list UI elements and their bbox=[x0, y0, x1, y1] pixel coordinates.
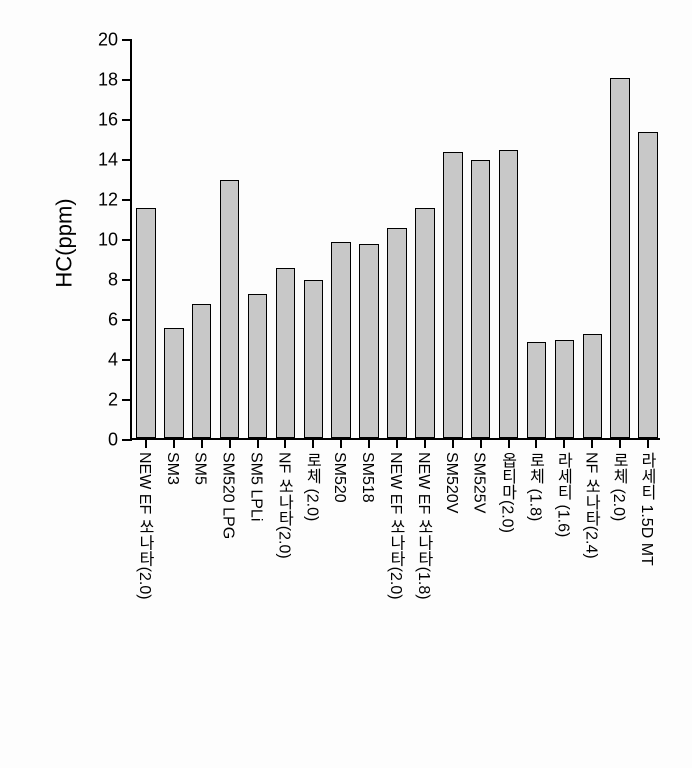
bar bbox=[276, 268, 296, 438]
y-axis-label: HC(ppm) bbox=[52, 198, 78, 287]
x-tick-label: 라세티 1.5D MT bbox=[634, 452, 658, 566]
x-tick-label: 로체 (2.0) bbox=[606, 452, 630, 521]
bar bbox=[248, 294, 268, 438]
x-tick-label: NF 쏘나타(2.4) bbox=[578, 452, 602, 559]
x-tick bbox=[452, 438, 454, 448]
y-tick-label: 6 bbox=[108, 310, 118, 331]
x-tick bbox=[312, 438, 314, 448]
x-tick bbox=[173, 438, 175, 448]
bar bbox=[220, 180, 240, 438]
y-tick-label: 18 bbox=[98, 70, 118, 91]
bar bbox=[527, 342, 547, 438]
y-tick-label: 12 bbox=[98, 190, 118, 211]
x-tick-label: 로체 (1.8) bbox=[522, 452, 546, 521]
x-tick-label: NEW EF 쏘나타(1.8) bbox=[411, 452, 435, 600]
x-tick-label: SM3 bbox=[163, 452, 181, 485]
x-tick bbox=[563, 438, 565, 448]
x-tick-label: SM518 bbox=[358, 452, 376, 503]
x-tick-label: SM520 LPG bbox=[219, 452, 237, 539]
plot-area: 02468101214161820 bbox=[130, 40, 660, 440]
y-tick-label: 8 bbox=[108, 270, 118, 291]
x-tick bbox=[480, 438, 482, 448]
bar bbox=[583, 334, 603, 438]
y-tick-label: 0 bbox=[108, 430, 118, 451]
bar bbox=[136, 208, 156, 438]
x-tick-label: SM520V bbox=[442, 452, 460, 513]
bar bbox=[304, 280, 324, 438]
x-tick bbox=[284, 438, 286, 448]
x-tick-label: SM525V bbox=[470, 452, 488, 513]
y-tick-label: 20 bbox=[98, 30, 118, 51]
y-tick bbox=[122, 79, 132, 81]
x-tick bbox=[368, 438, 370, 448]
x-tick-label: 옵티마(2.0) bbox=[495, 452, 519, 533]
bar bbox=[164, 328, 184, 438]
y-tick-label: 16 bbox=[98, 110, 118, 131]
x-tick-label: 로체 (2.0) bbox=[299, 452, 323, 521]
y-tick bbox=[122, 199, 132, 201]
x-tick bbox=[257, 438, 259, 448]
y-tick bbox=[122, 399, 132, 401]
y-tick bbox=[122, 159, 132, 161]
x-tick-label: 라세티 (1.6) bbox=[550, 452, 574, 537]
x-tick-label: SM5 bbox=[191, 452, 209, 485]
x-tick bbox=[591, 438, 593, 448]
bar bbox=[443, 152, 463, 438]
bar bbox=[471, 160, 491, 438]
x-tick bbox=[396, 438, 398, 448]
x-tick-label: SM5 LPLi bbox=[247, 452, 265, 521]
x-tick-label: NEW EF 쏘나타(2.0) bbox=[132, 452, 156, 600]
x-tick bbox=[535, 438, 537, 448]
x-tick bbox=[145, 438, 147, 448]
y-tick-label: 4 bbox=[108, 350, 118, 371]
y-tick-label: 2 bbox=[108, 390, 118, 411]
y-tick-label: 14 bbox=[98, 150, 118, 171]
x-tick-label: NEW EF 쏘나타(2.0) bbox=[383, 452, 407, 600]
bar bbox=[610, 78, 630, 438]
y-tick bbox=[122, 239, 132, 241]
y-tick bbox=[122, 279, 132, 281]
x-tick-label: SM520 bbox=[330, 452, 348, 503]
bar bbox=[638, 132, 658, 438]
bar bbox=[192, 304, 212, 438]
x-tick bbox=[340, 438, 342, 448]
x-tick bbox=[508, 438, 510, 448]
bar bbox=[415, 208, 435, 438]
y-tick bbox=[122, 119, 132, 121]
y-tick bbox=[122, 439, 132, 441]
y-tick bbox=[122, 39, 132, 41]
x-tick-label: NF 쏘나타(2.0) bbox=[271, 452, 295, 559]
y-tick bbox=[122, 319, 132, 321]
x-tick bbox=[619, 438, 621, 448]
y-tick bbox=[122, 359, 132, 361]
bar bbox=[331, 242, 351, 438]
bar bbox=[499, 150, 519, 438]
y-tick-label: 10 bbox=[98, 230, 118, 251]
bar bbox=[387, 228, 407, 438]
x-tick bbox=[424, 438, 426, 448]
bar bbox=[555, 340, 575, 438]
bar-chart: HC(ppm) 02468101214161820 NEW EF 쏘나타(2.0… bbox=[60, 30, 660, 730]
bar bbox=[359, 244, 379, 438]
x-tick bbox=[229, 438, 231, 448]
x-tick bbox=[201, 438, 203, 448]
x-tick bbox=[647, 438, 649, 448]
